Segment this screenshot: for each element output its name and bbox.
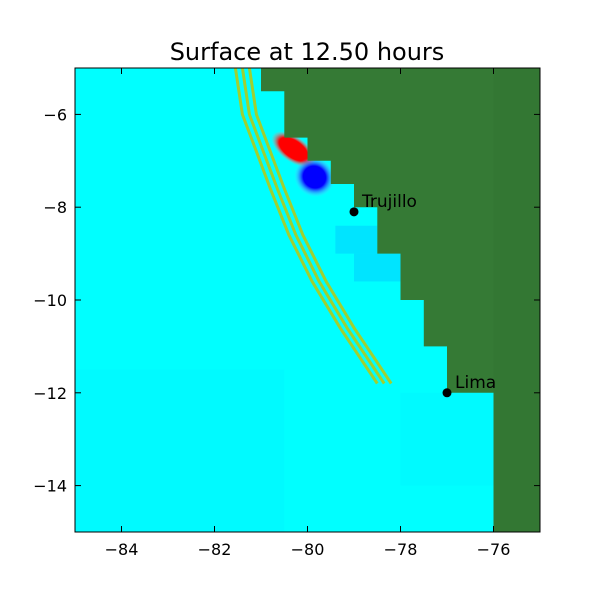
contour-line [233, 68, 379, 385]
nearshore-cell [354, 253, 401, 282]
wave-patches [271, 131, 335, 198]
x-tick-label: −80 [291, 540, 325, 559]
y-tick-label: −8 [43, 198, 67, 217]
y-axis: −6 −8 −10 −12 −14 [33, 105, 540, 496]
wave-trough [294, 157, 335, 198]
city-label-trujillo: Trujillo [361, 192, 417, 212]
y-tick-label: −14 [33, 477, 67, 496]
land-dark-strip [493, 68, 540, 532]
land-mass [261, 68, 540, 532]
ocean-block [75, 369, 285, 532]
wave-crest [271, 131, 316, 168]
nearshore-cell [335, 225, 378, 254]
x-tick-label: −84 [105, 540, 139, 559]
x-tick-label: −78 [384, 540, 418, 559]
ocean-block [400, 392, 494, 486]
ocean-resolution-blocks [75, 225, 494, 532]
chart-title: Surface at 12.50 hours [170, 38, 445, 66]
city-marker-lima [442, 388, 452, 398]
y-tick-label: −6 [43, 105, 67, 124]
contour-line [240, 68, 386, 385]
contour-line [247, 68, 393, 385]
y-tick-label: −12 [33, 384, 67, 403]
x-tick-label: −82 [198, 540, 232, 559]
city-label-lima: Lima [455, 373, 496, 393]
x-tick-label: −76 [477, 540, 511, 559]
plot-area [75, 68, 540, 532]
y-tick-label: −10 [33, 291, 67, 310]
city-marker-trujillo [349, 207, 359, 217]
city-markers: Trujillo Lima [349, 192, 496, 398]
contour-lines [233, 68, 393, 385]
x-axis: −84 −82 −80 −78 −76 [105, 68, 511, 559]
